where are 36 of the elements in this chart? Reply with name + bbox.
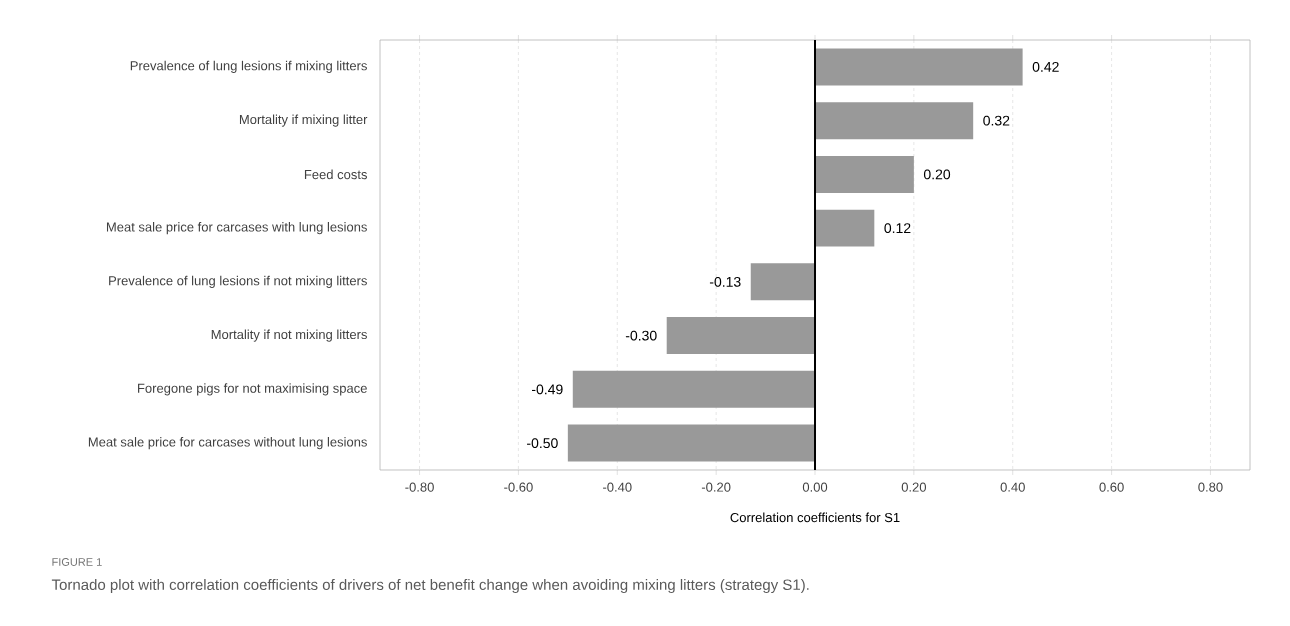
x-tick-label: -0.60 bbox=[504, 482, 533, 492]
data-label: -0.50 bbox=[527, 438, 558, 449]
y-tick-label: Meat sale price for carcases without lung lesions bbox=[88, 437, 367, 450]
y-tick-label: Meat sale price for carcases with lung lesions bbox=[106, 222, 367, 235]
caption: FIGURE 1 bbox=[52, 558, 102, 566]
x-tick-label: -0.80 bbox=[405, 482, 434, 492]
bar bbox=[572, 370, 816, 408]
data-label: -0.13 bbox=[709, 276, 741, 287]
data-label: 0.12 bbox=[884, 223, 911, 234]
x-axis-title: Correlation coefficients for S1 bbox=[730, 512, 900, 523]
bar bbox=[567, 424, 816, 462]
bar bbox=[815, 48, 1023, 86]
x-tick-label: 0.40 bbox=[1000, 482, 1025, 492]
bar bbox=[815, 155, 914, 193]
bar bbox=[750, 263, 816, 301]
y-tick-label: Prevalence of lung lesions if mixing litters bbox=[130, 60, 367, 73]
x-tick-label: 0.60 bbox=[1099, 482, 1124, 492]
x-tick-label: 0.00 bbox=[802, 482, 828, 492]
bar bbox=[666, 317, 816, 355]
y-tick-label: Feed costs bbox=[304, 169, 367, 180]
data-label: -0.49 bbox=[531, 384, 563, 395]
text: Tornado plot with correlation coefficients of drivers of net benefit change when avoiding mixing litters (strategy S1). bbox=[51, 578, 809, 593]
y-tick-label: Prevalence of lung lesions if not mixing litters bbox=[109, 275, 367, 288]
x-tick-label: -0.40 bbox=[603, 482, 632, 492]
data-label: 0.32 bbox=[983, 115, 1010, 126]
data-label: 0.20 bbox=[923, 169, 951, 180]
bar bbox=[815, 102, 974, 140]
y-tick-label: Mortality if mixing litter bbox=[239, 114, 368, 127]
x-tick-label: 0.20 bbox=[901, 482, 927, 492]
y-tick-label: Foregone pigs for not maximising space bbox=[138, 383, 367, 396]
bar bbox=[815, 209, 875, 247]
data-label: -0.30 bbox=[625, 330, 657, 341]
x-tick-label: -0.20 bbox=[701, 482, 731, 492]
x-tick-label: 0.80 bbox=[1198, 482, 1223, 492]
data-label: 0.42 bbox=[1032, 61, 1059, 72]
y-tick-label: Mortality if not mixing litters bbox=[211, 329, 367, 342]
